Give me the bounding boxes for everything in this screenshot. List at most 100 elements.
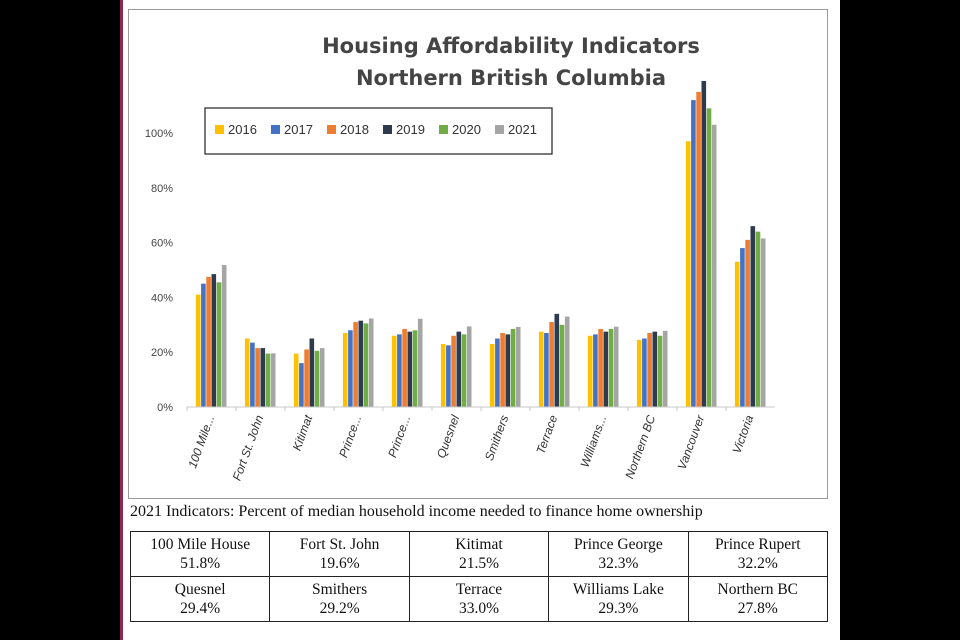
y-axis: 0% 20% 40% 60% 80% 100%: [145, 128, 173, 414]
x-tick-label: 100 Mile...: [185, 413, 217, 470]
bar-2020: [657, 335, 663, 407]
bar-2017: [299, 363, 304, 407]
bar-2018: [647, 333, 652, 407]
legend-label: 2020: [452, 122, 481, 137]
bar-2017: [495, 338, 500, 407]
bar-2017: [642, 338, 647, 407]
bar-2016: [489, 343, 495, 407]
panel-accent-line: [120, 0, 123, 640]
region-value: 51.8%: [180, 555, 221, 572]
bar-2018: [255, 348, 260, 407]
bar-2019: [750, 226, 756, 407]
bar-2021: [368, 318, 374, 407]
x-tick-label: Prince...: [385, 413, 413, 459]
region-name: Prince George: [573, 536, 663, 553]
bar-2020: [314, 350, 320, 407]
bar-2016: [293, 353, 299, 407]
bar-2020: [265, 353, 271, 407]
bar-2018: [304, 349, 309, 407]
x-tick-label: Fort St. John: [230, 413, 267, 483]
bar-2019: [505, 334, 511, 407]
region-value: 32.3%: [598, 555, 639, 572]
bar-2020: [216, 282, 222, 407]
x-tick-label: Prince...: [336, 413, 364, 459]
y-tick-label: 100%: [145, 128, 173, 140]
region-value: 29.4%: [180, 600, 221, 617]
bar-2018: [598, 328, 603, 407]
x-tick-label: Victoria: [730, 413, 757, 455]
bar-2017: [250, 342, 255, 407]
legend-swatch: [439, 125, 448, 134]
x-tick-label: Vancouver: [675, 412, 708, 471]
legend-box: [204, 107, 553, 155]
legend-label: 2018: [340, 122, 369, 137]
y-tick-label: 80%: [151, 183, 173, 195]
legend-swatch: [383, 125, 392, 134]
bar-2019: [652, 331, 658, 407]
bar-2016: [195, 294, 201, 407]
table-cell: Quesnel 29.4%: [129, 576, 271, 622]
table-cell: Williams Lake 29.3%: [548, 576, 689, 622]
y-tick-label: 60%: [151, 238, 173, 250]
region-name: Williams Lake: [572, 581, 664, 598]
legend-label: 2021: [508, 122, 537, 137]
table-cell: 100 Mile House 51.8%: [129, 531, 271, 577]
region-value: 29.2%: [319, 600, 360, 617]
y-tick-label: 0%: [157, 402, 173, 414]
legend-swatch: [271, 125, 280, 134]
region-name: Fort St. John: [299, 536, 380, 553]
region-value: 29.3%: [598, 600, 639, 617]
region-value: 32.2%: [737, 555, 778, 572]
bar-2016: [734, 261, 740, 407]
bar-2021: [319, 348, 325, 407]
bar-2018: [451, 335, 456, 407]
bar-2021: [711, 124, 717, 407]
region-value: 21.5%: [458, 555, 499, 572]
table-cell: Terrace 33.0%: [408, 576, 550, 622]
bar-2016: [685, 141, 691, 407]
region-value: 27.8%: [737, 600, 778, 617]
bar-2021: [564, 316, 570, 407]
legend-label: 2017: [284, 122, 313, 137]
x-axis: 100 Mile... Fort St. John Kitimat Prince...…: [185, 406, 775, 483]
bar-2017: [348, 330, 353, 407]
region-value: 19.6%: [319, 555, 360, 572]
x-tick-label: Terrace: [533, 413, 560, 456]
bar-2020: [706, 108, 712, 407]
bar-2016: [636, 339, 642, 407]
bar-2016: [244, 338, 250, 407]
bar-2021: [417, 318, 423, 407]
region-name: 100 Mile House: [150, 536, 251, 553]
indicators-table: 100 Mile House 51.8% Fort St. John 19.6% Kit…: [129, 531, 829, 622]
region-name: Quesnel: [174, 581, 226, 598]
bar-2019: [407, 331, 413, 407]
bar-2021: [613, 326, 619, 407]
x-tick-label: Williams...: [578, 413, 610, 469]
bar-2016: [587, 335, 593, 407]
bar-2018: [402, 328, 407, 407]
region-name: Kitimat: [455, 536, 503, 553]
bar-chart: Housing Affordability Indicators Norther…: [145, 34, 775, 483]
bar-2020: [412, 330, 418, 407]
bar-2018: [745, 239, 750, 407]
table-row: Quesnel 29.4% Smithers 29.2% Terrace 33.0% Wil…: [129, 576, 829, 622]
bar-2018: [549, 322, 554, 407]
bar-2016: [538, 331, 544, 407]
x-tick-label: Quesnel: [434, 413, 463, 460]
bar-2021: [515, 326, 521, 407]
bar-2017: [201, 283, 206, 407]
bar-2017: [544, 333, 549, 407]
legend-swatch: [327, 125, 336, 134]
chart-subtitle: Northern British Columbia: [356, 66, 666, 90]
bar-2020: [559, 324, 565, 407]
bar-2020: [608, 328, 614, 407]
bar-2017: [397, 334, 402, 407]
bar-2020: [461, 334, 467, 407]
bar-2021: [760, 238, 766, 407]
chart-frame: Housing Affordability Indicators Norther…: [128, 9, 828, 499]
bar-2019: [603, 331, 609, 407]
region-name: Smithers: [312, 581, 368, 598]
bar-2019: [554, 313, 560, 407]
bar-2020: [363, 323, 369, 407]
x-tick-label: Kitimat: [290, 413, 316, 453]
